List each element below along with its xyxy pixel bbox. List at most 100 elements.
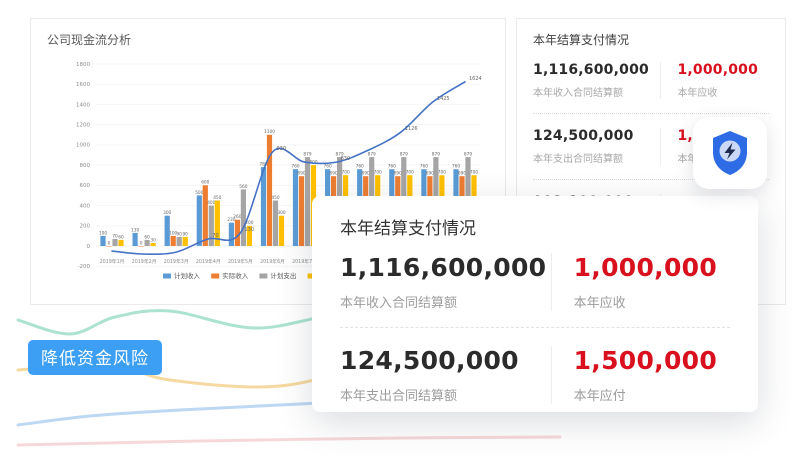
- overlay-label: 本年收入合同结算额: [340, 296, 458, 311]
- svg-text:0: 0: [140, 240, 143, 246]
- svg-text:130: 130: [131, 227, 139, 233]
- overlay-label-payable: 本年应付: [573, 389, 626, 404]
- svg-text:130: 130: [244, 227, 254, 233]
- svg-text:450: 450: [271, 195, 279, 201]
- settlement-label: 本年支出合同结算额: [533, 154, 623, 165]
- settlement-value-receivable: 1,000,000: [677, 62, 759, 78]
- svg-text:1400: 1400: [76, 102, 90, 108]
- svg-text:760: 760: [452, 164, 460, 170]
- svg-text:1600: 1600: [76, 82, 90, 88]
- svg-text:1126: 1126: [405, 126, 418, 132]
- settlement-label: 本年收入合同结算额: [533, 88, 623, 99]
- svg-text:2019年4月: 2019年4月: [196, 258, 221, 265]
- svg-text:260: 260: [233, 214, 241, 220]
- svg-text:300: 300: [277, 210, 285, 216]
- svg-text:690: 690: [329, 171, 337, 177]
- svg-text:90: 90: [182, 231, 188, 237]
- svg-text:0: 0: [87, 244, 91, 250]
- svg-text:200: 200: [80, 224, 91, 230]
- svg-text:760: 760: [388, 164, 396, 170]
- divider: [533, 113, 769, 114]
- svg-text:700: 700: [406, 170, 414, 176]
- svg-text:计划收入: 计划收入: [174, 271, 201, 280]
- svg-text:60: 60: [118, 234, 124, 240]
- svg-text:690: 690: [297, 171, 305, 177]
- svg-text:230: 230: [227, 217, 235, 223]
- svg-text:2019年1月: 2019年1月: [100, 258, 125, 265]
- overlay-value: 124,500,000: [340, 346, 519, 375]
- overlay-label: 本年支出合同结算额: [340, 389, 458, 404]
- svg-text:2019年7月: 2019年7月: [292, 258, 317, 265]
- overlay-label-receivable: 本年应收: [573, 296, 626, 311]
- svg-text:100: 100: [169, 230, 177, 236]
- overlay-title: 本年结算支付情况: [340, 219, 476, 239]
- svg-text:700: 700: [341, 170, 349, 176]
- svg-text:690: 690: [394, 171, 402, 177]
- svg-text:700: 700: [374, 170, 382, 176]
- svg-text:70: 70: [212, 233, 218, 239]
- svg-text:90: 90: [176, 231, 182, 237]
- svg-text:879: 879: [400, 152, 408, 158]
- svg-text:-200: -200: [78, 264, 91, 270]
- settlement-panel-title: 本年结算支付情况: [533, 33, 630, 47]
- overlay-value-payable: 1,500,000: [573, 346, 718, 375]
- svg-text:879: 879: [303, 152, 311, 158]
- svg-text:1800: 1800: [76, 62, 90, 68]
- svg-text:879: 879: [368, 152, 376, 158]
- security-shield-bolt-icon: [713, 131, 747, 175]
- settlement-row: 1,116,600,000 本年收入合同结算额 1,000,000 本年应收: [533, 58, 769, 107]
- svg-text:690: 690: [426, 171, 434, 177]
- svg-text:2019年6月: 2019年6月: [260, 258, 285, 265]
- svg-text:450: 450: [213, 195, 221, 201]
- svg-text:760: 760: [420, 164, 428, 170]
- svg-text:760: 760: [356, 164, 364, 170]
- svg-text:200: 200: [245, 220, 253, 226]
- svg-text:30: 30: [150, 237, 156, 243]
- svg-text:600: 600: [201, 180, 209, 186]
- svg-text:2019年5月: 2019年5月: [228, 258, 253, 265]
- svg-text:930: 930: [277, 146, 287, 152]
- svg-text:690: 690: [458, 171, 466, 177]
- divider: [340, 327, 730, 328]
- svg-text:800: 800: [80, 163, 91, 169]
- svg-text:600: 600: [80, 183, 91, 189]
- svg-text:879: 879: [335, 152, 343, 158]
- svg-text:690: 690: [362, 171, 370, 177]
- svg-text:0: 0: [108, 240, 111, 246]
- svg-text:60: 60: [144, 234, 150, 240]
- svg-text:879: 879: [432, 152, 440, 158]
- svg-text:1624: 1624: [469, 76, 482, 82]
- svg-text:700: 700: [470, 170, 478, 176]
- svg-text:300: 300: [163, 210, 171, 216]
- svg-text:400: 400: [80, 203, 91, 209]
- svg-text:1425: 1425: [437, 96, 450, 102]
- svg-text:1100: 1100: [264, 129, 275, 135]
- svg-text:500: 500: [195, 190, 203, 196]
- svg-text:700: 700: [438, 170, 446, 176]
- overlay-value-receivable: 1,000,000: [573, 253, 718, 282]
- svg-text:100: 100: [99, 230, 107, 236]
- svg-text:780: 780: [259, 162, 267, 168]
- svg-text:实际收入: 实际收入: [222, 271, 249, 280]
- overlay-row: 1,116,600,000 本年收入合同结算额 1,000,000 本年应收: [340, 253, 730, 311]
- settlement-label-receivable: 本年应收: [677, 88, 718, 99]
- svg-text:879: 879: [464, 152, 472, 158]
- security-badge-card: [693, 117, 767, 189]
- cashflow-panel-title: 公司现金流分析: [47, 33, 132, 47]
- settlement-overlay-card: 本年结算支付情况 1,116,600,000 本年收入合同结算额 1,000,0…: [312, 196, 758, 412]
- svg-text:2019年2月: 2019年2月: [132, 258, 157, 265]
- settlement-value: 124,500,000: [533, 128, 634, 144]
- divider: [533, 179, 769, 180]
- overlay-value: 1,116,600,000: [340, 253, 547, 282]
- svg-text:1000: 1000: [76, 143, 90, 149]
- svg-text:760: 760: [323, 164, 331, 170]
- svg-text:70: 70: [112, 233, 118, 239]
- settlement-value: 1,116,600,000: [533, 62, 649, 78]
- svg-text:560: 560: [239, 184, 247, 190]
- risk-reduction-badge: 降低资金风险: [28, 340, 162, 375]
- svg-text:760: 760: [291, 164, 299, 170]
- overlay-row: 124,500,000 本年支出合同结算额 1,500,000 本年应付: [340, 346, 730, 404]
- svg-text:计划支出: 计划支出: [270, 271, 296, 280]
- svg-text:830: 830: [341, 156, 351, 162]
